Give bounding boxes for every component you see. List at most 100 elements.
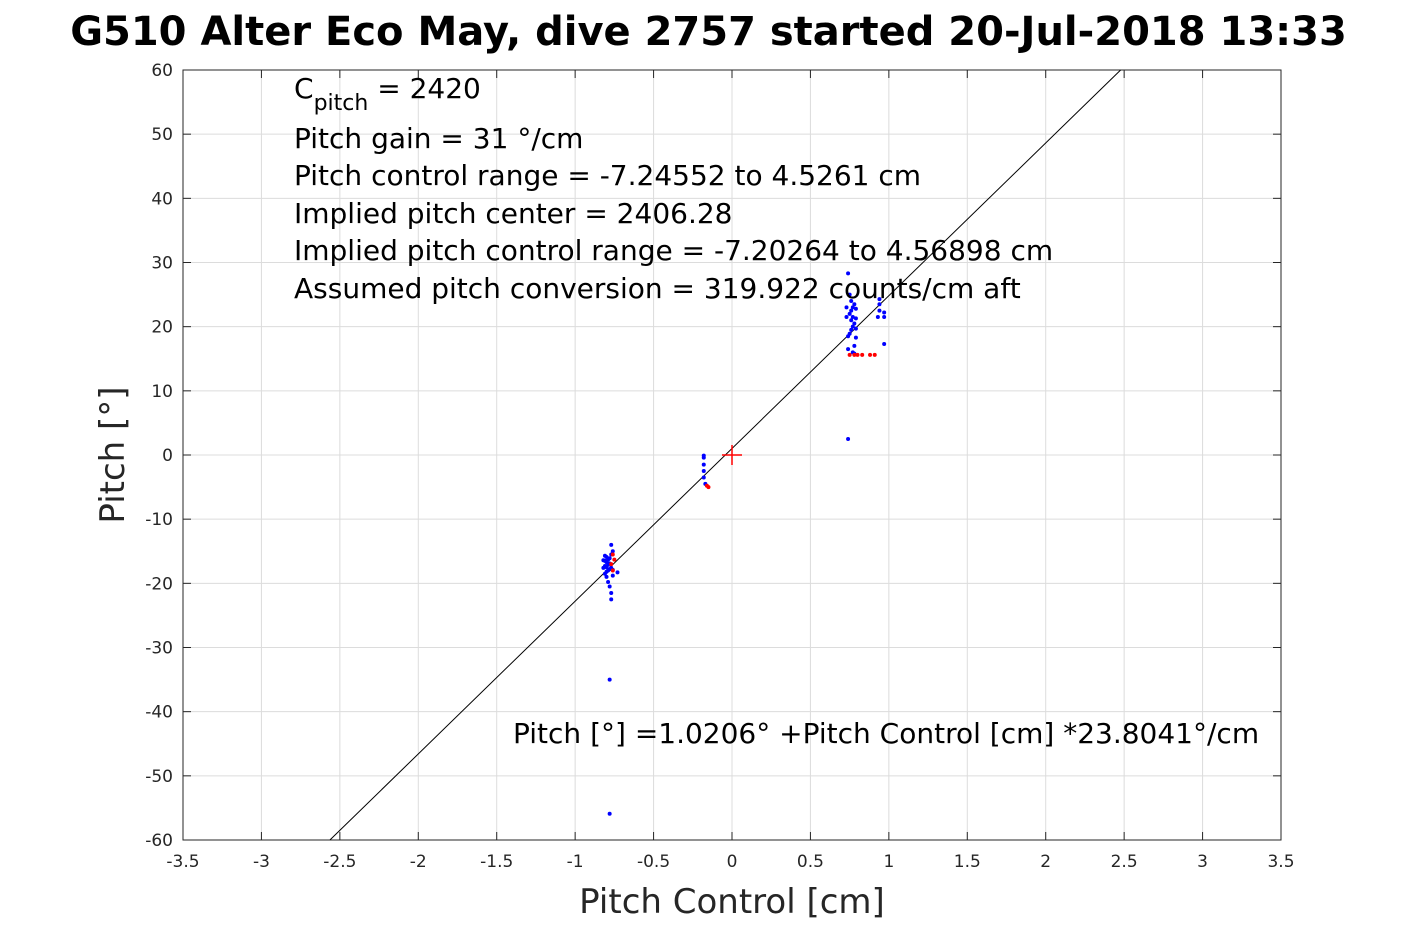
y-tick-label: 30 [151,254,173,274]
y-tick-label: 50 [151,125,173,145]
data-point [849,299,854,303]
series-1 [609,352,877,573]
y-tick-label: 60 [151,61,173,81]
y-tick-labels: -60 -50 -40 -30 -20 -10 0 10 20 30 40 50 60 [145,61,173,851]
y-tick-label: 10 [151,382,173,402]
data-point [701,475,706,480]
data-point [610,573,615,578]
y-tick-label: 20 [151,318,173,338]
x-tick-label: -2 [410,852,427,872]
data-point [844,305,849,310]
data-point [701,462,706,467]
y-tick-label: 0 [162,446,173,466]
data-point [849,318,854,323]
x-tick-label: -0.5 [637,852,670,872]
data-point [604,574,609,579]
data-point [847,352,852,357]
y-tick-label: -40 [145,703,173,723]
data-point [852,302,857,307]
annotation-fit-equation: Pitch [°] =1.0206° +Pitch Control [cm] *… [513,717,1259,750]
tick-marks [182,69,1282,841]
data-point [609,597,614,602]
series-0 [601,271,887,816]
annotation-control-range: Pitch control range = -7.24552 to 4.5261… [294,159,921,192]
x-tick-label: -1 [567,852,584,872]
y-tick-label: -50 [145,767,173,787]
data-point [853,316,858,321]
data-point [609,542,614,547]
data-point [610,568,615,573]
chart-title: G510 Alter Eco May, dive 2757 started 20… [70,9,1347,55]
x-tick-label: -3 [253,852,270,872]
data-point [847,331,852,336]
x-tick-label: 3 [1197,852,1208,872]
data-point [852,321,857,326]
data-point [875,315,880,320]
center-marker [722,445,742,465]
y-tick-label: 40 [151,189,173,209]
data-point [872,352,877,357]
x-tick-label: 0.5 [797,852,824,872]
data-point [882,315,887,320]
data-marks [329,69,1121,841]
data-point [844,315,849,320]
x-tick-label: 3.5 [1267,852,1294,872]
data-point [847,311,852,316]
data-point [860,352,865,357]
data-point [846,436,851,441]
data-point [868,352,873,357]
data-point [852,343,857,348]
annotation-implied-range: Implied pitch control range = -7.20264 t… [294,234,1053,267]
annotation-implied-center: Implied pitch center = 2406.28 [294,197,732,230]
x-tick-label: 2 [1040,852,1051,872]
data-point [846,347,851,352]
y-tick-label: -60 [145,831,173,851]
x-tick-label: 1 [883,852,894,872]
data-point [849,327,854,332]
x-tick-label: 2.5 [1111,852,1138,872]
data-point [850,324,855,329]
data-point [850,315,855,320]
data-point [706,485,711,490]
data-point [877,302,882,307]
data-point [877,308,882,313]
data-point [877,297,882,302]
y-tick-label: -10 [145,510,173,530]
annotation-pitch-gain: Pitch gain = 31 °/cm [294,122,583,155]
data-point [615,570,620,575]
data-point [855,352,860,357]
x-tick-label: 1.5 [954,852,981,872]
data-point [607,811,612,816]
y-tick-label: -20 [145,574,173,594]
data-point [701,469,706,474]
x-tick-labels: -3.5 -3 -2.5 -2 -1.5 -1 -0.5 0 0.5 1 1.5 2 2.5 3 3.5 [166,852,1294,872]
data-point [846,271,851,276]
data-point [853,326,858,331]
data-point [847,292,852,297]
data-point [609,562,614,567]
x-axis-label: Pitch Control [cm] [579,882,885,922]
data-point [612,557,617,562]
data-point [601,565,606,570]
data-point [850,305,855,310]
data-point [607,556,612,561]
data-point [882,310,887,315]
data-point [853,306,858,311]
data-point [610,549,615,554]
annotation-conversion: Assumed pitch conversion = 319.922 count… [294,272,1021,305]
y-axis-label: Pitch [°] [93,386,133,523]
data-point [849,308,854,313]
data-point [607,677,612,682]
data-point [601,558,606,563]
annotation-c-pitch: Cpitch = 2420 [294,72,481,116]
x-tick-label: -2.5 [323,852,356,872]
data-point [701,455,706,460]
data-point [602,553,607,558]
data-point [609,590,614,595]
data-point [607,584,612,589]
data-point [610,552,615,557]
data-point [853,335,858,340]
data-point [882,341,887,346]
data-point [852,352,857,357]
